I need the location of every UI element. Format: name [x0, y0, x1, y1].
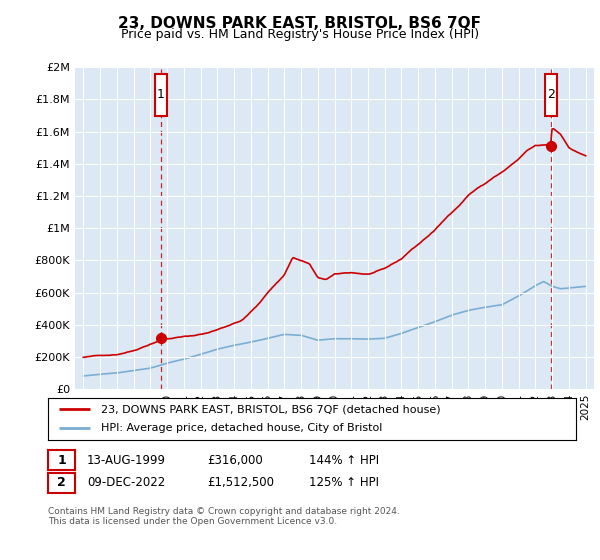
- Text: 09-DEC-2022: 09-DEC-2022: [87, 476, 165, 489]
- Text: £316,000: £316,000: [207, 454, 263, 467]
- Text: 2: 2: [547, 88, 555, 101]
- Text: 144% ↑ HPI: 144% ↑ HPI: [309, 454, 379, 467]
- Text: 1: 1: [57, 454, 66, 467]
- Text: 2: 2: [57, 476, 66, 489]
- FancyBboxPatch shape: [155, 74, 167, 115]
- FancyBboxPatch shape: [545, 74, 557, 115]
- Text: HPI: Average price, detached house, City of Bristol: HPI: Average price, detached house, City…: [101, 423, 382, 433]
- Text: 1: 1: [157, 88, 164, 101]
- Text: Price paid vs. HM Land Registry's House Price Index (HPI): Price paid vs. HM Land Registry's House …: [121, 28, 479, 41]
- Text: 13-AUG-1999: 13-AUG-1999: [87, 454, 166, 467]
- Text: 23, DOWNS PARK EAST, BRISTOL, BS6 7QF (detached house): 23, DOWNS PARK EAST, BRISTOL, BS6 7QF (d…: [101, 404, 440, 414]
- Text: 23, DOWNS PARK EAST, BRISTOL, BS6 7QF: 23, DOWNS PARK EAST, BRISTOL, BS6 7QF: [119, 16, 482, 31]
- Text: Contains HM Land Registry data © Crown copyright and database right 2024.
This d: Contains HM Land Registry data © Crown c…: [48, 507, 400, 526]
- Text: 125% ↑ HPI: 125% ↑ HPI: [309, 476, 379, 489]
- Text: £1,512,500: £1,512,500: [207, 476, 274, 489]
